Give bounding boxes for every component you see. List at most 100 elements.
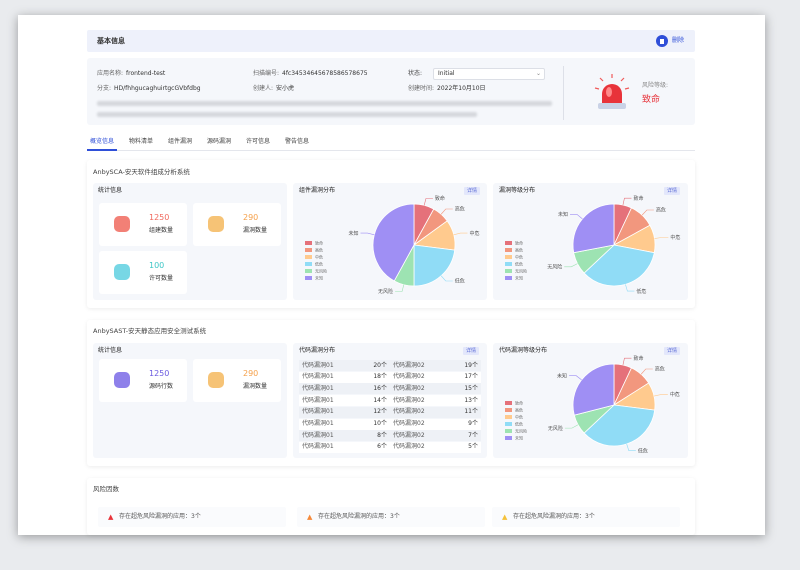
stat-value: 100 [149,261,165,270]
stat-icon [208,372,224,388]
header-title: 基本信息 [97,37,125,45]
slice-label: 未知 [558,211,568,218]
table-name: 代码漏洞02 [393,420,425,427]
field-label: 创建时间: [408,85,435,92]
tab-underline [87,149,117,151]
leader-line [641,209,654,216]
status-value[interactable]: Initial [438,70,455,77]
table-name: 代码漏洞01 [302,384,334,392]
stat-tile [99,203,187,246]
table-count: 6个 [377,443,387,451]
table-row [299,383,481,395]
field-label: 扫描编号: [253,70,280,77]
detail-link[interactable]: 详情 [664,187,681,195]
leader-line [640,368,653,375]
legend-swatch [305,269,312,273]
field-value: HD/fhhgucaghuirtgcGVbfdbg [114,85,201,92]
field-label: 应用名称: [97,70,124,77]
legend-swatch [305,248,312,252]
legend-label: 低危 [315,261,323,267]
status-select[interactable] [433,68,545,80]
tab[interactable]: 许可信息 [246,138,271,145]
table-name: 代码漏洞02 [393,361,425,369]
table-name: 代码漏洞01 [302,431,334,439]
select-arrow: ⌄ [536,70,542,77]
sca-title: AnbySCA-安天软件组成分析系统 [93,168,190,176]
legend-swatch [505,429,512,433]
header-bar [87,30,695,52]
alert-icon: ▲ [108,513,114,521]
detail-link[interactable]: 详情 [463,347,480,355]
field-value: 安小虎 [276,85,295,92]
table-row [299,441,481,453]
tab[interactable]: 组件漏洞 [168,138,193,145]
stats-title: 统计信息 [98,347,123,354]
delete-button[interactable]: 删除 [672,37,685,44]
legend-swatch [505,415,512,419]
table-row [299,395,481,407]
leader-line [626,443,636,451]
legend-label: 中危 [515,254,523,260]
slice-label: 致命 [633,355,643,362]
tab[interactable]: 概览信息 [90,138,115,145]
leader-line [653,394,668,397]
legend-label: 致命 [515,400,523,406]
stat-label: 漏洞数量 [243,383,268,390]
field-value: 2022年10月10日 [437,85,486,92]
alert-text: 存在超危风险漏洞的应用：3个 [513,513,595,520]
pie-slice [583,244,655,287]
table-count: 19个 [464,361,478,369]
field-value: 4fc34534645678586578675 [282,70,368,77]
leader-line [564,424,579,429]
icon-shape [114,372,130,388]
tab[interactable]: 物料清单 [129,138,154,145]
sast-title: AnbySAST-安天静态应用安全测试系统 [93,327,207,335]
tab[interactable]: 警告信息 [285,138,310,145]
detail-link[interactable]: 详情 [464,187,481,195]
stat-tile [99,359,187,402]
table-count: 20个 [373,361,387,369]
legend-label: 未知 [515,435,523,441]
stat-icon [208,216,224,232]
table-count: 13个 [464,396,478,404]
table-name: 代码漏洞02 [393,396,425,404]
leader-line [625,284,635,292]
leader-line [564,263,578,268]
table-row [299,430,481,442]
legend-swatch [305,255,312,259]
delete-icon[interactable] [656,35,668,47]
alert-text: 存在超危风险漏洞的应用：3个 [119,513,201,520]
pie-slice [413,244,456,287]
alert-icon: ▲ [307,513,313,521]
slice-label: 低危 [636,288,646,295]
alert [98,507,286,527]
chart-title: 代码漏洞等级分布 [499,347,548,354]
status-label: 状态: [408,70,423,77]
pie-slice [572,363,615,416]
legend-swatch [505,241,512,245]
table-count: 5个 [468,443,478,451]
slice-label: 中危 [670,391,680,398]
stat-icon [114,264,130,280]
leader-line [395,284,405,292]
table-count: 15个 [464,384,478,392]
leader-line [622,197,632,206]
legend-swatch [505,255,512,259]
table-name: 代码漏洞01 [302,373,334,381]
legend-swatch [505,436,512,440]
tab[interactable]: 源码漏洞 [207,138,232,145]
legend-label: 低危 [515,261,523,267]
leader-line [654,237,669,239]
legend-label: 无风险 [515,268,527,274]
detail-link[interactable]: 详情 [664,347,681,355]
slice-label: 无风险 [378,288,393,295]
legend-swatch [505,276,512,280]
icon-shape [114,216,130,232]
legend-swatch [305,241,312,245]
table-name: 代码漏洞01 [302,420,334,427]
slice-label: 低危 [638,447,648,454]
table-count: 10个 [373,420,387,427]
legend-label: 高危 [515,407,523,413]
legend-label: 无风险 [315,268,327,274]
